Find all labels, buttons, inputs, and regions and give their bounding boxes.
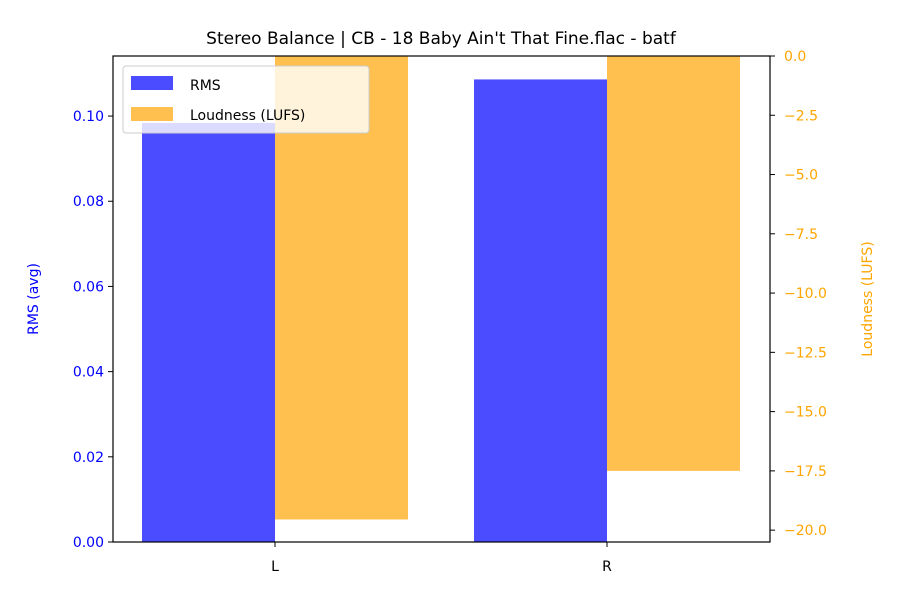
y-left-tick-label: 0.04 xyxy=(73,365,104,381)
y-left-tick-label: 0.08 xyxy=(73,194,104,210)
legend-label-rms: RMS xyxy=(190,78,221,94)
y-right-tick-label: −5.0 xyxy=(784,168,818,184)
y-right-tick-label: −12.5 xyxy=(784,345,827,361)
y-right-tick-label: −17.5 xyxy=(784,464,827,480)
plot-frame xyxy=(112,55,771,543)
y-left-tick-label: 0.10 xyxy=(73,109,104,125)
chart-title: Stereo Balance | CB - 18 Baby Ain't That… xyxy=(206,29,677,49)
y-left-tick-label: 0.00 xyxy=(73,535,104,551)
legend: RMS Loudness (LUFS) xyxy=(122,65,370,134)
legend-swatch-rms xyxy=(131,76,173,90)
y-left-tick-label: 0.02 xyxy=(73,450,104,466)
legend-frame xyxy=(122,65,370,134)
y-right-tick-label: −7.5 xyxy=(784,227,818,243)
y-right-tick-label: −2.5 xyxy=(784,108,818,124)
bar-loudness-R xyxy=(607,56,740,471)
legend-label-loudness: Loudness (LUFS) xyxy=(190,108,305,124)
y-right-tick-label: −20.0 xyxy=(784,523,827,539)
y-right-tick-label: −15.0 xyxy=(784,405,827,421)
x-tick-label: R xyxy=(602,559,612,575)
y-right-tick-label: −10.0 xyxy=(784,286,827,302)
bar-rms-R xyxy=(474,79,607,542)
y-axis-right-label: Loudness (LUFS) xyxy=(860,241,876,356)
y-axis-left-label: RMS (avg) xyxy=(26,263,42,335)
y-left-tick-label: 0.06 xyxy=(73,279,104,295)
legend-swatch-loudness xyxy=(131,107,173,121)
x-tick-label: L xyxy=(271,559,279,575)
bar-rms-L xyxy=(142,122,275,542)
y-right-tick-label: 0.0 xyxy=(784,49,806,65)
